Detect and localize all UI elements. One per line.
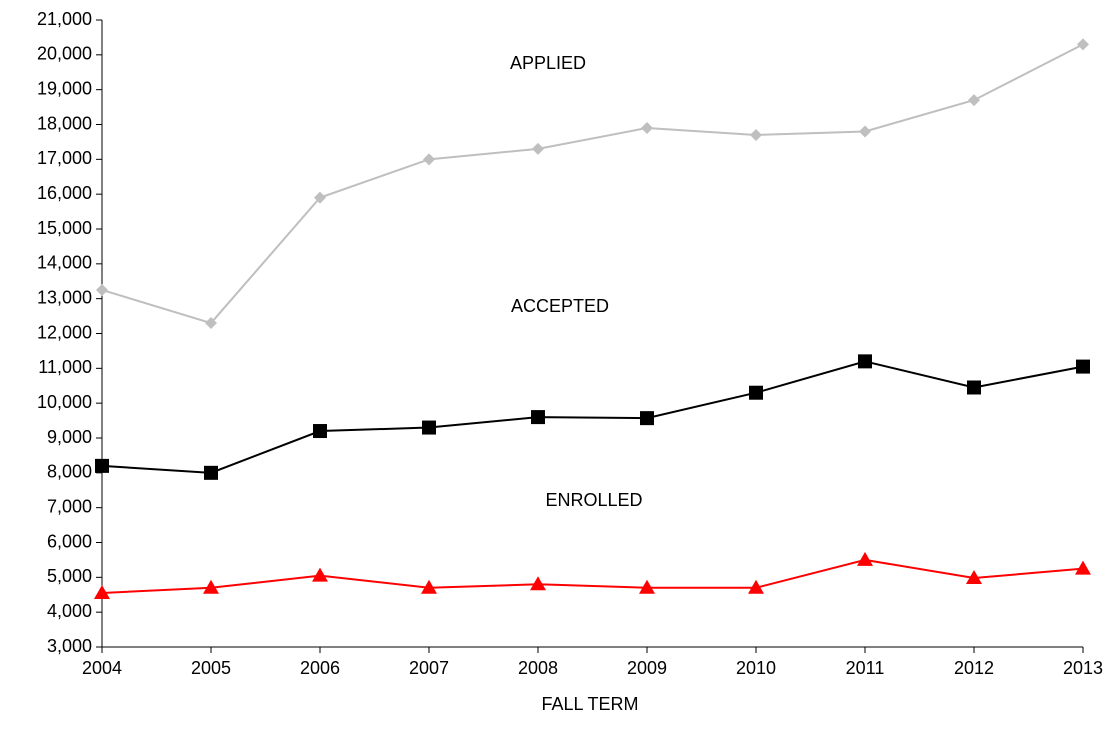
annotation: ENROLLED [545, 490, 642, 510]
marker [966, 570, 982, 585]
x-tick-label: 2009 [627, 658, 667, 678]
y-tick-label: 18,000 [37, 113, 92, 133]
x-tick-label: 2012 [954, 658, 994, 678]
x-tick-label: 2011 [846, 658, 885, 678]
y-tick-label: 20,000 [37, 44, 92, 64]
marker [750, 128, 762, 141]
marker [1077, 38, 1089, 51]
series-line [101, 43, 1084, 325]
marker [203, 579, 219, 594]
y-tick-label: 19,000 [37, 78, 92, 98]
y-tick-label: 5,000 [47, 566, 92, 586]
x-tick-label: 2008 [518, 658, 558, 678]
annotation: APPLIED [510, 53, 586, 73]
series-line [101, 360, 1084, 474]
x-tick-label: 2004 [82, 658, 122, 678]
marker [748, 579, 764, 594]
marker [313, 424, 327, 439]
marker [204, 465, 218, 480]
marker [94, 585, 110, 600]
y-tick-label: 16,000 [37, 183, 92, 203]
y-tick-label: 14,000 [37, 253, 92, 273]
marker [314, 191, 326, 204]
marker [423, 153, 435, 166]
x-tick-label: 2006 [300, 658, 340, 678]
marker [858, 354, 872, 369]
marker [967, 380, 981, 395]
y-tick-label: 7,000 [47, 496, 92, 516]
marker [421, 579, 437, 594]
marker [312, 567, 328, 582]
marker [205, 317, 217, 330]
y-tick-label: 8,000 [47, 462, 92, 482]
marker [857, 551, 873, 566]
y-tick-label: 15,000 [37, 218, 92, 238]
y-tick-label: 10,000 [37, 392, 92, 412]
series-line [101, 558, 1084, 595]
x-tick-label: 2007 [409, 658, 449, 678]
marker [641, 121, 653, 134]
x-tick-label: 2013 [1063, 658, 1103, 678]
y-tick-label: 12,000 [37, 322, 92, 342]
marker [968, 94, 980, 107]
y-tick-label: 6,000 [47, 531, 92, 551]
marker [859, 125, 871, 138]
marker [640, 411, 654, 426]
y-tick-label: 17,000 [37, 148, 92, 168]
y-tick-label: 9,000 [47, 427, 92, 447]
y-tick-label: 11,000 [38, 357, 92, 377]
marker [749, 385, 763, 400]
y-tick-label: 4,000 [47, 601, 92, 621]
marker [639, 579, 655, 594]
marker [530, 576, 546, 591]
x-tick-label: 2005 [191, 658, 231, 678]
x-tick-label: 2010 [736, 658, 776, 678]
marker [96, 283, 108, 296]
marker [532, 142, 544, 155]
marker [531, 410, 545, 425]
y-tick-label: 13,000 [37, 287, 92, 307]
y-tick-label: 21,000 [37, 9, 92, 29]
marker [422, 420, 436, 435]
marker [1076, 359, 1090, 374]
marker [95, 458, 109, 473]
x-axis-title: FALL TERM [541, 694, 638, 714]
y-tick-label: 3,000 [47, 636, 92, 656]
annotation: ACCEPTED [511, 296, 609, 316]
marker [1075, 560, 1091, 575]
